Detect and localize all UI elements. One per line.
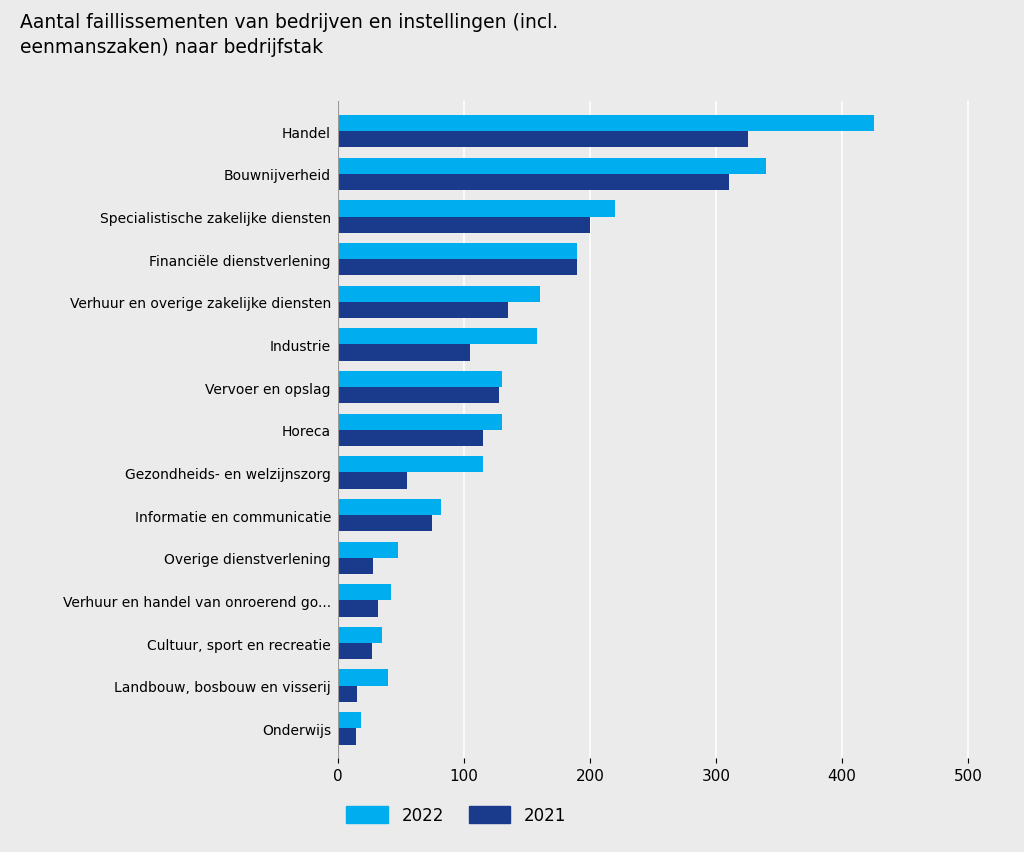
Bar [338,175,729,191]
Legend: 2022, 2021: 2022, 2021 [346,806,566,824]
Bar [338,371,502,388]
Bar [338,430,483,446]
Bar [338,116,873,132]
Bar [338,584,391,601]
Bar [338,728,355,745]
Bar [338,414,502,430]
Bar [338,627,382,643]
Text: Aantal faillissementen van bedrijven en instellingen (incl.: Aantal faillissementen van bedrijven en … [20,13,559,32]
Bar [338,542,398,558]
Bar [338,201,615,217]
Bar [338,457,483,473]
Bar [338,132,748,148]
Bar [338,286,540,302]
Bar [338,643,372,659]
Bar [338,515,432,532]
Bar [338,499,441,515]
Bar [338,217,590,233]
Bar [338,601,378,617]
Bar [338,260,578,276]
Bar [338,686,356,702]
Bar [338,345,470,361]
Bar [338,670,388,686]
Bar [338,158,766,175]
Bar [338,558,373,574]
Text: eenmanszaken) naar bedrijfstak: eenmanszaken) naar bedrijfstak [20,38,324,57]
Bar [338,302,508,319]
Bar [338,329,537,345]
Bar [338,473,408,489]
Bar [338,712,360,728]
Bar [338,244,578,260]
Bar [338,388,500,404]
